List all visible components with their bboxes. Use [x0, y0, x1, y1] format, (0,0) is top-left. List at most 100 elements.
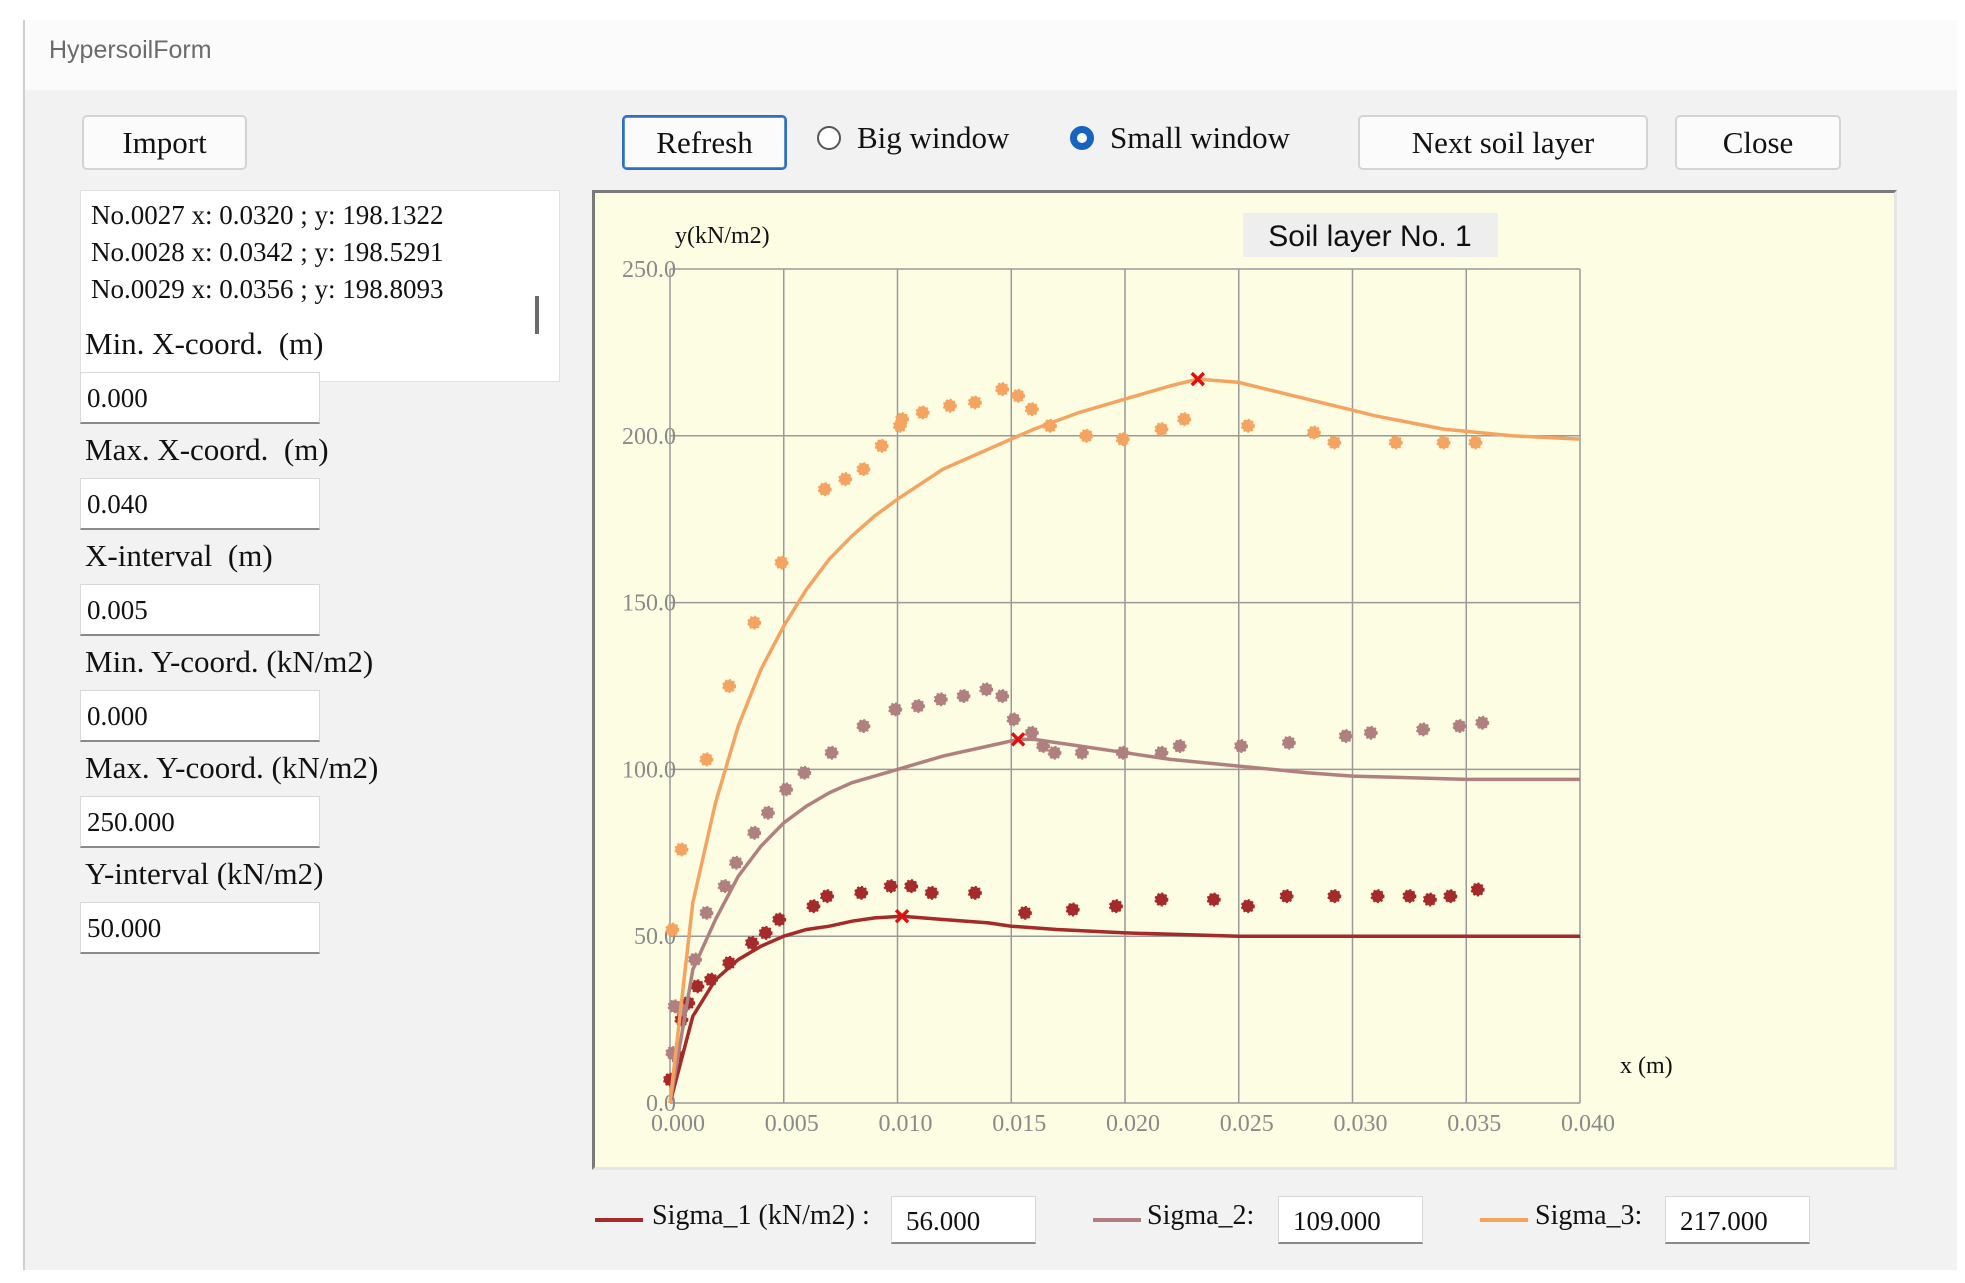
series-2-point: [933, 692, 948, 707]
small-window-radio[interactable]: Small window: [1070, 120, 1290, 156]
x-tick-label: 0.000: [651, 1111, 705, 1137]
sigma1-input[interactable]: 56.000: [891, 1196, 1036, 1244]
series-3-peak-marker: [1190, 371, 1206, 387]
series-3-point: [1011, 388, 1026, 403]
series-2-point: [747, 825, 762, 840]
series-3-point: [1240, 418, 1255, 433]
series-1-point: [1017, 905, 1032, 920]
series-3-point: [1042, 418, 1057, 433]
sigma2-input[interactable]: 109.000: [1278, 1196, 1423, 1244]
chart-title: Soil layer No. 1: [1268, 220, 1471, 253]
series-2-point: [688, 952, 703, 967]
series-1-point: [1470, 882, 1485, 897]
point-list-scrollbar[interactable]: [535, 296, 539, 334]
point-list-item[interactable]: No.0029 x: 0.0356 ; y: 198.8093: [91, 274, 444, 304]
series-3-point: [747, 615, 762, 630]
series-2-point: [1234, 739, 1249, 754]
series-3-point: [874, 438, 889, 453]
series-2-point: [1024, 725, 1039, 740]
min-y-input[interactable]: 0.000: [80, 690, 320, 742]
point-list[interactable]: No.0027 x: 0.0320 ; y: 198.1322 No.0028 x…: [80, 190, 560, 382]
hypersoil-window: HypersoilForm Import No.0027 x: 0.0320 ;…: [23, 20, 1957, 1270]
series-3-point: [1388, 435, 1403, 450]
series-2-point: [760, 805, 775, 820]
series-2-point: [1074, 745, 1089, 760]
y-axis-label: y(kN/m2): [675, 223, 770, 249]
series-1-point: [819, 889, 834, 904]
sigma3-legend-label: Sigma_3:: [1535, 1200, 1643, 1231]
series-2-point: [728, 855, 743, 870]
point-list-item[interactable]: No.0028 x: 0.0342 ; y: 198.5291: [91, 237, 444, 267]
y-tick-label: 150.0: [622, 591, 676, 617]
series-2-point: [1172, 739, 1187, 754]
sigma1-legend-line: [595, 1218, 643, 1222]
close-button[interactable]: Close: [1675, 115, 1841, 170]
series-2-point: [717, 879, 732, 894]
series-2-point: [699, 905, 714, 920]
big-window-radio[interactable]: Big window: [817, 120, 1009, 156]
chart-area: 0.000 0.005 0.010 0.015 0.020 0.025 0.030 0.035…: [592, 190, 1897, 1170]
series-3-curve: [668, 377, 1581, 1104]
series-2-point: [910, 699, 925, 714]
min-x-input[interactable]: 0.000: [80, 372, 320, 424]
series-3-point: [674, 842, 689, 857]
x-axis-label: x (m): [1620, 1053, 1673, 1079]
refresh-button[interactable]: Refresh: [622, 115, 787, 170]
series-1-point: [1206, 892, 1221, 907]
max-x-input[interactable]: 0.040: [80, 478, 320, 530]
series-1-point: [1327, 889, 1342, 904]
x-interval-input[interactable]: 0.005: [80, 584, 320, 636]
x-tick-label: 0.015: [992, 1111, 1046, 1137]
x-tick-label: 0.030: [1334, 1111, 1388, 1137]
series-2-point: [1281, 735, 1296, 750]
series-3-point: [665, 922, 680, 937]
series-1-curve: [668, 914, 1580, 1104]
window-title: HypersoilForm: [49, 36, 212, 64]
series-1-point: [1422, 892, 1437, 907]
big-window-radio-circle[interactable]: [817, 126, 841, 150]
series-2-point: [979, 682, 994, 697]
series-2-point: [856, 719, 871, 734]
y-interval-label: Y-interval (kN/m2): [85, 856, 324, 891]
sigma2-legend-label: Sigma_2:: [1147, 1200, 1255, 1231]
series-1-point: [1108, 899, 1123, 914]
series-2-point: [1416, 722, 1431, 737]
series-3-point: [856, 462, 871, 477]
sigma3-input[interactable]: 217.000: [1665, 1196, 1810, 1244]
sigma3-legend-line: [1480, 1218, 1528, 1222]
series-3-point: [838, 472, 853, 487]
series-1-point: [854, 885, 869, 900]
y-tick-label: 200.0: [622, 424, 676, 450]
series-1-point: [722, 955, 737, 970]
series-1-point: [1240, 899, 1255, 914]
point-list-item[interactable]: No.0027 x: 0.0320 ; y: 198.1322: [91, 200, 444, 230]
series-2-point: [1115, 745, 1130, 760]
chart-svg: 0.000 0.005 0.010 0.015 0.020 0.025 0.030 0.035…: [622, 213, 1673, 1137]
series-3-point: [1436, 435, 1451, 450]
point-list-items: No.0027 x: 0.0320 ; y: 198.1322 No.0028 x…: [91, 197, 559, 308]
series-2-point: [1475, 715, 1490, 730]
sigma2-legend-line: [1093, 1218, 1141, 1222]
series-2-point: [1154, 745, 1169, 760]
series-3-point: [942, 398, 957, 413]
x-tick-label: 0.040: [1561, 1111, 1615, 1137]
x-tick-label: 0.020: [1106, 1111, 1160, 1137]
series-3-point: [1468, 435, 1483, 450]
small-window-radio-circle[interactable]: [1070, 126, 1094, 150]
series-3-point: [817, 482, 832, 497]
x-tick-label: 0.005: [765, 1111, 819, 1137]
max-y-input[interactable]: 250.000: [80, 796, 320, 848]
series-2-point: [995, 689, 1010, 704]
title-bar: HypersoilForm: [25, 20, 1957, 90]
series-1-peak-marker: [894, 908, 910, 924]
next-soil-layer-button[interactable]: Next soil layer: [1358, 115, 1648, 170]
series-3-point: [722, 679, 737, 693]
import-button[interactable]: Import: [82, 115, 247, 170]
series-1-point: [1154, 892, 1169, 907]
series-2-curve: [668, 737, 1580, 1104]
x-tick-label: 0.025: [1220, 1111, 1274, 1137]
y-interval-input[interactable]: 50.000: [80, 902, 320, 954]
series-3-point: [1024, 402, 1039, 417]
series-1-point: [1065, 902, 1080, 917]
series-2-point: [797, 765, 812, 780]
